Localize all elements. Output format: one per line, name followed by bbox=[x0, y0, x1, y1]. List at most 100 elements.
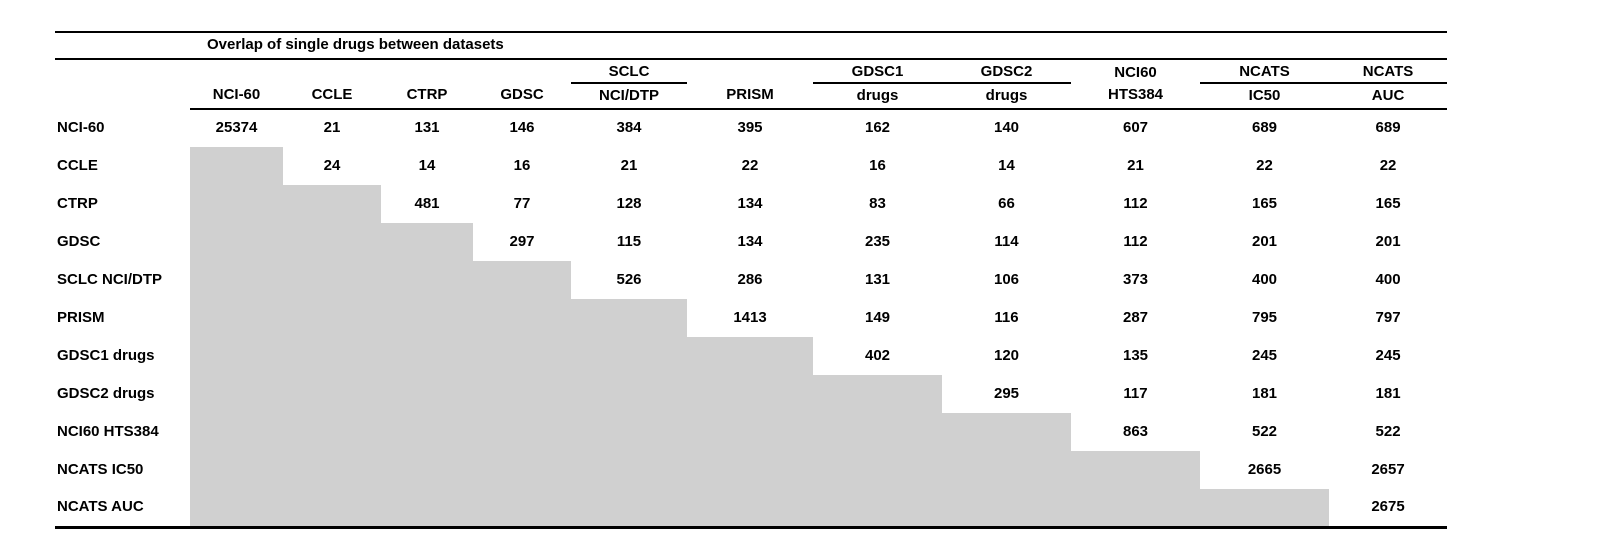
shaded-cell bbox=[687, 337, 813, 375]
column-header: IC50 bbox=[1200, 83, 1329, 110]
row-label: GDSC2 drugs bbox=[57, 384, 155, 402]
table-row: NCI60 HTS384 863 522 522 bbox=[55, 413, 1447, 451]
overlap-cell: 526 bbox=[616, 270, 642, 288]
column-group-header bbox=[190, 59, 283, 83]
shaded-cell bbox=[381, 489, 473, 529]
overlap-cell: 2675 bbox=[1329, 489, 1448, 529]
shaded-cell bbox=[473, 413, 571, 451]
shaded-cell bbox=[571, 375, 687, 413]
shaded-cell bbox=[381, 451, 473, 489]
shaded-cell bbox=[813, 413, 942, 451]
shaded-cell bbox=[190, 299, 283, 337]
overlap-cell: 21 bbox=[1127, 156, 1144, 174]
shaded-cell bbox=[190, 337, 283, 375]
overlap-cell: 22 bbox=[1256, 156, 1273, 174]
row-label: PRISM bbox=[57, 308, 105, 326]
overlap-cell: 689 bbox=[1251, 119, 1278, 137]
overlap-cell: 201 bbox=[1375, 232, 1401, 250]
shaded-cell bbox=[473, 337, 571, 375]
overlap-cell: 2665 bbox=[1247, 460, 1282, 478]
row-label: NCATS IC50 bbox=[57, 460, 144, 478]
shaded-cell bbox=[813, 489, 942, 529]
overlap-cell: 66 bbox=[998, 194, 1015, 212]
overlap-cell: 21 bbox=[620, 156, 638, 174]
shaded-cell bbox=[381, 337, 473, 375]
shaded-cell bbox=[1071, 451, 1200, 489]
overlap-cell: 115 bbox=[616, 232, 642, 250]
overlap-cell: 14 bbox=[998, 156, 1015, 174]
column-header-row: NCI-60 CCLE CTRP GDSC NCI/DTP PRISM drugs drugs… bbox=[55, 83, 1448, 110]
column-header: PRISM bbox=[687, 83, 813, 110]
column-group-row: SCLC GDSC1 GDSC2 NCI60 NCATS NCATS bbox=[55, 59, 1448, 84]
overlap-cell: 77 bbox=[513, 194, 531, 212]
overlap-cell: 24 bbox=[323, 156, 341, 174]
shaded-cell bbox=[283, 185, 381, 223]
shaded-cell bbox=[813, 375, 942, 413]
overlap-cell: 134 bbox=[737, 194, 763, 212]
shaded-cell bbox=[283, 223, 381, 261]
column-group-header: NCI60 bbox=[1114, 63, 1157, 81]
overlap-cell: 181 bbox=[1251, 384, 1278, 402]
table-row: NCATS AUC 2675 bbox=[55, 489, 1448, 529]
shaded-cell bbox=[687, 375, 813, 413]
overlap-cell: 402 bbox=[864, 346, 891, 364]
table-title: Overlap of single drugs between datasets bbox=[55, 31, 1448, 60]
overlap-cell: 295 bbox=[993, 384, 1020, 402]
title-row: Overlap of single drugs between datasets bbox=[55, 31, 1448, 60]
column-group-header: GDSC1 bbox=[813, 59, 942, 84]
shaded-cell bbox=[190, 489, 283, 529]
shaded-cell bbox=[942, 489, 1071, 529]
shaded-cell bbox=[283, 451, 381, 489]
overlap-cell: 400 bbox=[1375, 270, 1401, 288]
shaded-cell bbox=[283, 261, 381, 299]
column-group-header bbox=[687, 59, 813, 83]
column-group-header bbox=[283, 59, 381, 83]
overlap-cell: 297 bbox=[509, 232, 535, 250]
shaded-cell bbox=[571, 489, 687, 529]
shaded-cell bbox=[571, 451, 687, 489]
table-row: SCLC NCI/DTP 526 286 131 106 373 400 400 bbox=[55, 261, 1447, 299]
row-label: CTRP bbox=[57, 194, 98, 212]
overlap-cell: 384 bbox=[616, 119, 642, 137]
shaded-cell bbox=[687, 413, 813, 451]
overlap-cell: 16 bbox=[869, 156, 886, 174]
shaded-cell bbox=[283, 375, 381, 413]
shaded-cell bbox=[190, 261, 283, 299]
shaded-cell bbox=[190, 413, 283, 451]
overlap-cell: 181 bbox=[1375, 384, 1401, 402]
column-header: CCLE bbox=[283, 83, 381, 110]
overlap-cell: 481 bbox=[414, 194, 440, 212]
overlap-cell: 106 bbox=[993, 270, 1020, 288]
shaded-cell bbox=[1071, 489, 1200, 529]
overlap-cell: 395 bbox=[737, 119, 763, 137]
column-group-header: NCATS bbox=[1329, 59, 1448, 84]
overlap-cell: 201 bbox=[1251, 232, 1278, 250]
column-header: GDSC bbox=[473, 83, 571, 110]
table-row: CCLE 24 14 16 21 22 16 14 21 22 22 bbox=[55, 147, 1447, 185]
overlap-cell: 83 bbox=[869, 194, 886, 212]
overlap-cell: 22 bbox=[741, 156, 759, 174]
overlap-cell: 162 bbox=[864, 119, 891, 137]
shaded-cell bbox=[283, 337, 381, 375]
shaded-cell bbox=[381, 261, 473, 299]
overlap-cell: 140 bbox=[993, 119, 1020, 137]
table-row: GDSC 297 115 134 235 114 112 201 201 bbox=[55, 223, 1447, 261]
overlap-cell: 607 bbox=[1122, 119, 1149, 137]
column-group-header bbox=[473, 59, 571, 83]
column-group-header bbox=[381, 59, 473, 83]
shaded-cell bbox=[190, 147, 283, 185]
column-header: AUC bbox=[1329, 83, 1448, 110]
overlap-cell: 128 bbox=[616, 194, 642, 212]
overlap-cell: 245 bbox=[1251, 346, 1278, 364]
shaded-cell bbox=[381, 299, 473, 337]
row-label: NCI-60 bbox=[57, 118, 105, 136]
shaded-cell bbox=[283, 413, 381, 451]
overlap-cell: 245 bbox=[1375, 346, 1401, 364]
overlap-cell: 400 bbox=[1251, 270, 1278, 288]
column-group-header: NCATS bbox=[1200, 59, 1329, 84]
shaded-cell bbox=[190, 223, 283, 261]
shaded-cell bbox=[381, 413, 473, 451]
shaded-cell bbox=[473, 299, 571, 337]
column-header: drugs bbox=[942, 83, 1071, 110]
overlap-cell: 165 bbox=[1375, 194, 1401, 212]
